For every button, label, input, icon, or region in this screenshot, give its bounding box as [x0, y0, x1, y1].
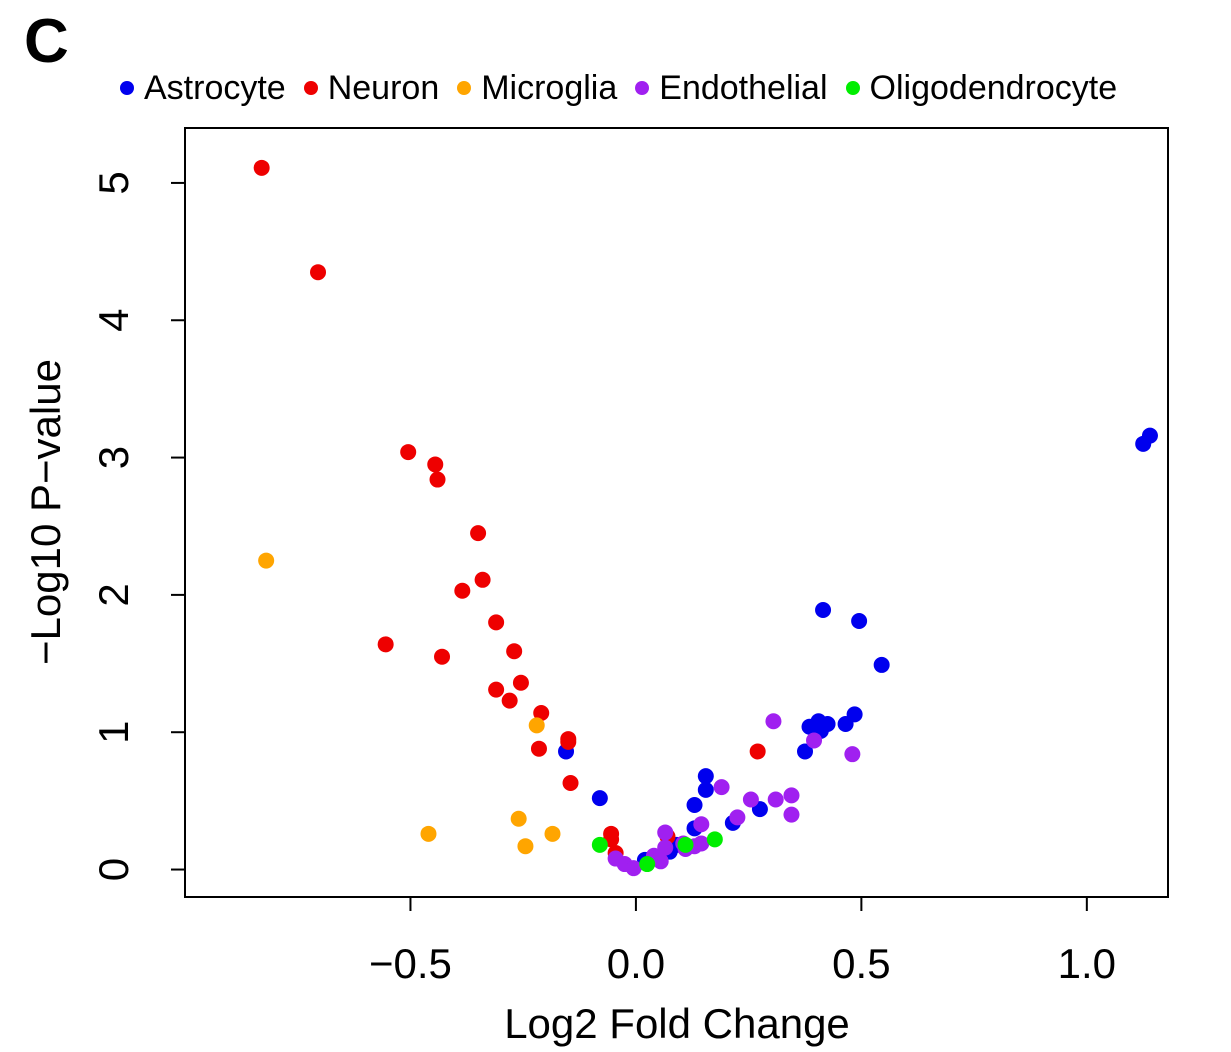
- legend-label: Astrocyte: [144, 68, 286, 107]
- legend-item-astrocyte: Astrocyte: [120, 69, 286, 108]
- y-tick-label: 1: [90, 721, 137, 744]
- point-endothelial: [765, 713, 782, 730]
- y-tick-label: 2: [90, 583, 137, 606]
- point-neuron: [501, 692, 518, 709]
- point-microglia: [544, 825, 561, 842]
- legend-label: Neuron: [327, 68, 440, 107]
- point-neuron: [470, 525, 487, 542]
- legend-marker: [845, 81, 860, 95]
- point-neuron: [530, 740, 547, 757]
- point-neuron: [429, 471, 446, 488]
- legend-item-neuron: Neuron: [303, 68, 440, 108]
- y-tick-label: 4: [90, 309, 137, 332]
- point-endothelial: [657, 839, 674, 856]
- point-endothelial: [729, 809, 746, 826]
- point-microglia: [258, 552, 275, 569]
- point-microglia: [510, 810, 527, 827]
- point-oligodendrocyte: [591, 836, 608, 853]
- point-neuron: [512, 674, 529, 691]
- point-astrocyte: [851, 612, 868, 629]
- point-endothelial: [742, 791, 759, 808]
- point-neuron: [377, 636, 394, 653]
- point-neuron: [454, 582, 471, 599]
- point-neuron: [488, 681, 505, 698]
- point-neuron: [400, 444, 417, 461]
- point-endothelial: [713, 779, 730, 796]
- point-microglia: [528, 717, 545, 734]
- legend: Astrocyte Neuron Microglia Endothelial Oligo…: [120, 66, 1135, 110]
- legend-item-endothelial: Endothelial: [635, 68, 828, 108]
- point-astrocyte: [591, 790, 608, 807]
- data-points: [253, 159, 1158, 877]
- point-oligodendrocyte: [706, 831, 723, 848]
- point-endothelial: [693, 816, 710, 833]
- y-tick-label: 0: [90, 858, 137, 881]
- point-neuron: [253, 159, 270, 176]
- point-endothelial: [844, 746, 861, 763]
- point-microglia: [517, 838, 534, 855]
- point-neuron: [488, 614, 505, 631]
- point-neuron: [749, 743, 766, 760]
- point-neuron: [533, 704, 550, 721]
- point-oligodendrocyte: [677, 836, 694, 853]
- x-tick-label: 1.0: [1058, 940, 1116, 987]
- x-tick-label: 0.0: [607, 940, 665, 987]
- point-astrocyte: [697, 768, 714, 785]
- point-neuron: [474, 571, 491, 588]
- point-neuron: [560, 733, 577, 750]
- legend-label: Microglia: [481, 68, 618, 107]
- point-endothelial: [806, 732, 823, 749]
- point-astrocyte: [797, 743, 814, 760]
- point-astrocyte: [686, 796, 703, 813]
- y-axis-label: −Log10 P−value: [22, 359, 69, 665]
- y-tick-label: 5: [90, 171, 137, 194]
- point-endothelial: [652, 853, 669, 870]
- point-astrocyte: [873, 656, 890, 673]
- legend-label: Endothelial: [659, 68, 828, 107]
- point-neuron: [427, 456, 444, 473]
- point-endothelial: [767, 791, 784, 808]
- x-tick-label: −0.5: [369, 940, 452, 987]
- point-neuron: [506, 643, 523, 660]
- plot-frame: [184, 127, 1169, 898]
- legend-marker: [120, 81, 134, 95]
- point-astrocyte: [837, 715, 854, 732]
- y-axis: 0 1 2 3 4 5: [90, 171, 185, 881]
- legend-marker: [303, 81, 318, 95]
- legend-item-oligodendrocyte: Oligodendrocyte: [845, 68, 1118, 108]
- legend-marker: [635, 81, 650, 95]
- panel-letter: C: [24, 7, 69, 76]
- point-endothelial: [783, 806, 800, 823]
- point-astrocyte: [697, 781, 714, 798]
- point-endothelial: [625, 860, 642, 877]
- point-neuron: [310, 264, 327, 281]
- point-oligodendrocyte: [639, 856, 656, 873]
- legend-marker: [457, 81, 472, 95]
- x-axis-label: Log2 Fold Change: [504, 1000, 850, 1047]
- point-astrocyte: [815, 601, 832, 618]
- point-astrocyte: [1141, 427, 1158, 444]
- x-tick-label: 0.5: [832, 940, 890, 987]
- y-tick-label: 3: [90, 446, 137, 469]
- point-microglia: [420, 825, 437, 842]
- point-endothelial: [657, 824, 674, 841]
- point-neuron: [562, 775, 579, 792]
- legend-label: Oligodendrocyte: [869, 68, 1118, 107]
- legend-item-microglia: Microglia: [457, 69, 617, 108]
- x-axis: −0.5 0.0 0.5 1.0: [369, 897, 1116, 987]
- point-endothelial: [783, 787, 800, 804]
- point-neuron: [434, 648, 451, 665]
